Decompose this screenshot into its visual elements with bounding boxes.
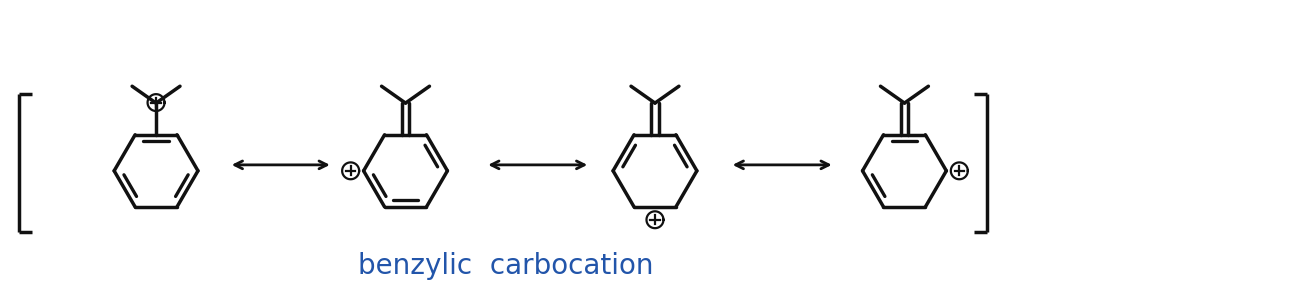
Text: benzylic  carbocation: benzylic carbocation [357, 252, 654, 280]
